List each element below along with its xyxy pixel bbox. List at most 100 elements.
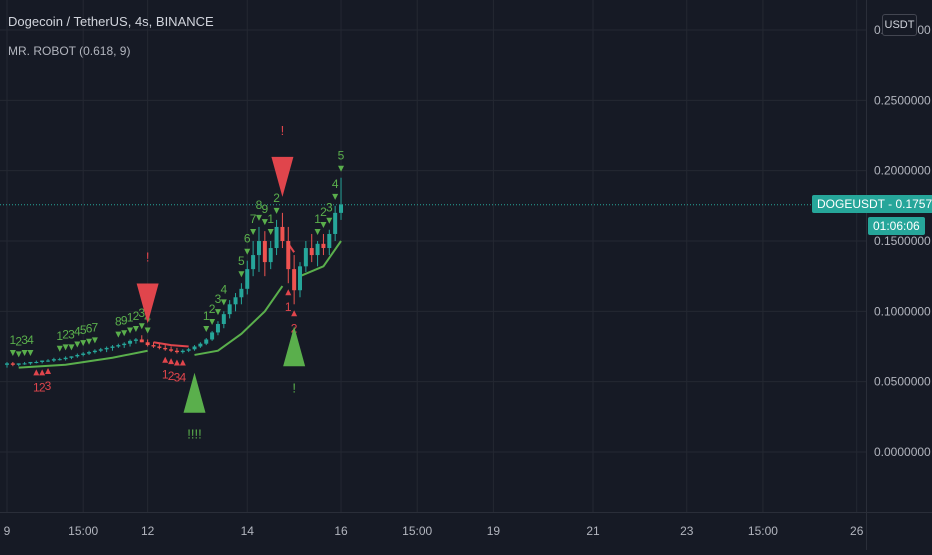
candle-body (298, 266, 302, 291)
candle-body (92, 350, 97, 353)
candle-body (157, 346, 162, 348)
green-count-marker (314, 229, 321, 235)
candle-body (139, 339, 144, 343)
green-count-marker (267, 229, 274, 235)
green-count-marker (214, 309, 221, 316)
red-count-label: 3 (174, 371, 181, 385)
x-tick-label: 15:00 (68, 524, 98, 538)
green-count-label: 9 (121, 313, 128, 327)
chart-title: Dogecoin / TetherUS, 4s, BINANCE (8, 14, 214, 29)
x-tick-label: 15:00 (402, 524, 432, 538)
green-count-label: 3 (138, 306, 145, 320)
candle-body (63, 357, 68, 360)
candle-body (122, 343, 127, 346)
candle-body (69, 356, 74, 358)
x-tick-label: 21 (586, 524, 600, 538)
x-tick-label: 15:00 (748, 524, 778, 538)
big-sell-arrow (271, 156, 294, 197)
candle-body (292, 269, 297, 291)
green-count-marker (21, 349, 28, 356)
candle-body (339, 204, 344, 213)
green-count-marker (115, 331, 122, 338)
candle-body (104, 347, 109, 350)
price-tag-countdown: 01:06:06 (868, 217, 925, 235)
red-count-marker (168, 358, 175, 365)
red-count-label: 1 (162, 368, 169, 382)
green-count-marker (338, 165, 345, 172)
candle-body (251, 255, 256, 270)
candle-body (51, 359, 56, 361)
green-count-marker (132, 326, 139, 333)
candle-body (128, 340, 133, 344)
supertrend-up-line (194, 285, 284, 356)
y-tick-label: 0.2500000 (874, 93, 931, 107)
red-count-marker (45, 367, 52, 374)
green-count-label: 5 (238, 254, 245, 268)
green-count-marker (62, 344, 69, 351)
red-count-label: 2 (168, 369, 175, 383)
y-tick-label: 0.1000000 (874, 304, 931, 318)
candle-body (34, 361, 39, 363)
candle-body (116, 345, 121, 347)
candle-body (28, 361, 33, 364)
candle-body (210, 332, 215, 340)
buy-signal-label: ! (292, 380, 296, 395)
green-count-marker (326, 217, 333, 224)
green-count-label: 8 (115, 315, 122, 329)
big-sell-arrow (136, 283, 159, 324)
indicator-label[interactable]: MR. ROBOT (0.618, 9) (8, 44, 131, 58)
green-count-marker (209, 319, 216, 326)
candle-body (280, 226, 285, 241)
candle-body (198, 343, 203, 347)
green-count-label: 7 (250, 212, 257, 226)
green-count-marker (68, 344, 75, 351)
x-tick-label: 19 (487, 524, 501, 538)
red-count-label: 3 (45, 379, 52, 393)
green-count-label: 3 (68, 327, 75, 341)
green-count-marker (144, 327, 151, 334)
candle-body (233, 297, 238, 305)
green-count-marker (86, 338, 93, 345)
candle-body (327, 233, 332, 249)
green-count-label: 5 (80, 323, 87, 337)
candle-body (239, 288, 244, 298)
green-count-label: 2 (62, 327, 69, 341)
green-count-marker (127, 327, 134, 334)
green-count-marker (15, 351, 22, 358)
red-count-marker (39, 369, 46, 376)
candle-body (81, 353, 86, 355)
green-count-marker (238, 271, 245, 278)
x-tick-label: 23 (680, 524, 694, 538)
green-count-marker (220, 299, 227, 306)
y-tick-label: 0.2000000 (874, 164, 931, 178)
candle-body (303, 248, 308, 267)
green-count-marker (332, 193, 339, 200)
candle-body (16, 363, 21, 365)
big-buy-arrow (183, 372, 206, 413)
candle-body (174, 350, 179, 353)
supertrend-up-line (18, 349, 148, 369)
candle-body (321, 243, 326, 249)
red-count-marker (179, 359, 186, 366)
red-count-marker (285, 289, 292, 296)
green-count-marker (261, 219, 268, 226)
x-tick-label: 12 (141, 524, 155, 538)
currency-button[interactable]: USDT (882, 14, 917, 36)
green-count-label: 3 (21, 333, 28, 347)
green-count-label: 4 (220, 282, 227, 296)
red-count-label: 1 (285, 300, 292, 314)
green-count-marker (138, 323, 145, 330)
candle-body (87, 352, 92, 354)
candle-body (151, 345, 156, 347)
green-count-marker (244, 248, 251, 255)
candle-body (10, 363, 15, 365)
green-count-marker (91, 337, 98, 344)
supertrend-down-line (153, 341, 189, 348)
candle-body (245, 269, 250, 289)
green-count-marker (273, 207, 280, 214)
green-count-label: 1 (314, 212, 321, 226)
supertrend-up-line (299, 240, 342, 278)
candle-body (46, 360, 51, 362)
